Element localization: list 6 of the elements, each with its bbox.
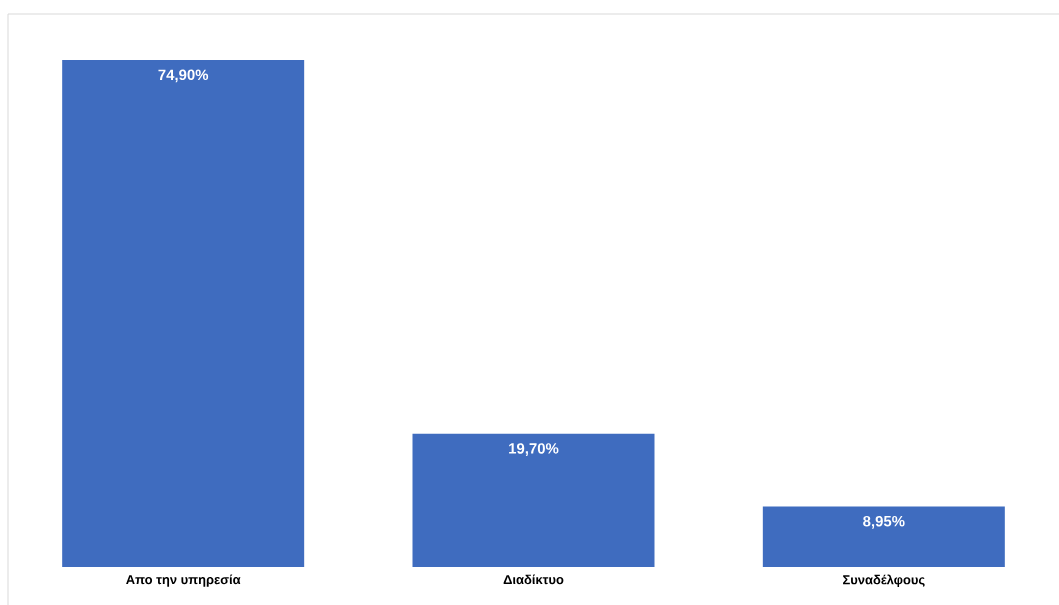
data-label: 19,70% bbox=[509, 443, 559, 456]
x-tick-label: Απο την υπηρεσία bbox=[126, 574, 241, 587]
x-tick-label: Διαδίκτυο bbox=[503, 574, 564, 585]
data-label: 74,90% bbox=[158, 69, 209, 83]
data-label: 8,95% bbox=[863, 515, 905, 529]
x-tick-label: Συναδέλφους bbox=[843, 574, 925, 587]
